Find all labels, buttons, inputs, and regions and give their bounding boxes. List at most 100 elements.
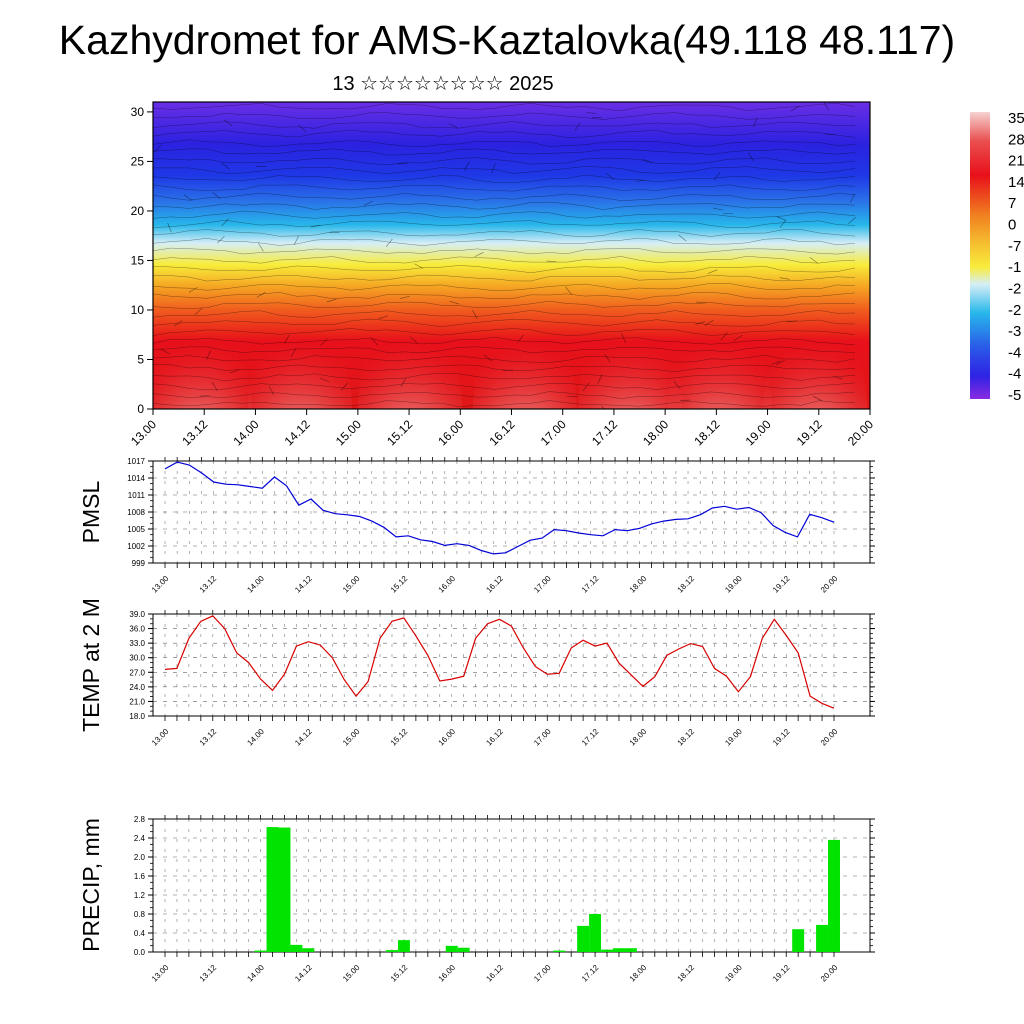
x-tick-label: 13.12 bbox=[198, 727, 219, 748]
y-tick-label: 0.0 bbox=[134, 948, 146, 957]
precip-bar bbox=[254, 950, 267, 952]
section-x-tick-label: 14.12 bbox=[282, 417, 313, 448]
wind-streak bbox=[153, 400, 856, 407]
precip-bar bbox=[386, 950, 398, 952]
wind-streak bbox=[153, 318, 856, 328]
x-tick-label: 18.00 bbox=[628, 963, 649, 984]
wind-barb bbox=[474, 252, 484, 258]
cross-section-panel: 0 5 10 15 20 25 30 13.00 13.12 14.00 14.12 15.00 15.… bbox=[128, 101, 876, 448]
wind-barb bbox=[153, 144, 162, 153]
wind-streak bbox=[153, 328, 856, 336]
colorbar-label: 28 bbox=[1008, 131, 1024, 148]
wind-barb bbox=[604, 354, 611, 363]
wind-barb bbox=[268, 386, 275, 395]
x-tick-label: 19.12 bbox=[771, 727, 792, 748]
precip-bar bbox=[612, 948, 625, 952]
wind-barb bbox=[790, 105, 800, 112]
wind-streak bbox=[153, 265, 856, 274]
x-tick-label: 14.12 bbox=[293, 574, 314, 595]
wind-barb bbox=[319, 377, 330, 382]
wind-streak bbox=[153, 139, 856, 147]
precip-bar bbox=[577, 925, 590, 952]
x-tick-label: 18.12 bbox=[676, 727, 697, 748]
section-x-tick-label: 20.00 bbox=[845, 417, 876, 448]
series-line bbox=[164, 461, 835, 555]
section-y-tick-label: 5 bbox=[137, 352, 144, 366]
y-tick-label: 0.8 bbox=[134, 910, 146, 919]
wind-barb bbox=[363, 200, 373, 206]
wind-streak bbox=[153, 336, 856, 346]
wind-streak bbox=[153, 166, 856, 174]
wind-barb bbox=[704, 319, 714, 326]
hotspot-layer bbox=[153, 314, 867, 409]
wind-streak bbox=[153, 129, 856, 138]
wind-barb bbox=[779, 277, 790, 280]
y-tick-label: 1.6 bbox=[134, 872, 146, 881]
wind-barb bbox=[340, 382, 348, 391]
x-tick-label: 16.00 bbox=[437, 963, 458, 984]
wind-barb bbox=[385, 238, 393, 247]
x-tick-label: 18.00 bbox=[628, 574, 649, 595]
y-tick-label: 33.0 bbox=[129, 639, 145, 648]
wind-barb bbox=[748, 152, 754, 162]
x-tick-label: 17.12 bbox=[580, 963, 601, 984]
section-x-tick-label: 17.12 bbox=[589, 417, 620, 448]
x-tick-label: 17.12 bbox=[580, 574, 601, 595]
y-tick-label: 1.2 bbox=[134, 891, 146, 900]
x-tick-label: 18.00 bbox=[628, 727, 649, 748]
chart-title: Kazhydromet for AMS-Kaztalovka(49.118 48… bbox=[58, 17, 956, 63]
x-tick-label: 15.12 bbox=[389, 727, 410, 748]
wind-barb bbox=[775, 360, 785, 366]
y-tick-label: 0.4 bbox=[134, 929, 146, 938]
colorbar: 35 28 21 14 7 0 -7 -1 -2 -2 -3 -4 -4 -5 bbox=[970, 110, 1024, 404]
wind-barb bbox=[621, 333, 626, 343]
wind-barb bbox=[642, 159, 653, 164]
wind-barb bbox=[173, 320, 183, 327]
y-tick-label: 21.0 bbox=[129, 697, 145, 706]
colorbar-label: 21 bbox=[1008, 153, 1024, 170]
wind-streak bbox=[153, 300, 856, 309]
wind-streak bbox=[153, 372, 856, 382]
wind-barb bbox=[206, 350, 212, 360]
section-x-tick-label: 18.12 bbox=[691, 417, 722, 448]
wind-streak bbox=[153, 382, 856, 391]
wind-barb bbox=[823, 102, 830, 111]
wind-barb bbox=[825, 133, 836, 136]
x-tick-label: 15.00 bbox=[341, 574, 362, 595]
wind-streak bbox=[153, 364, 856, 373]
precip-panel: 2.8 2.4 2.0 1.6 1.2 0.8 0.4 0.0 13.00 13.12 14.00 1… bbox=[78, 815, 875, 984]
colorbar-label: -2 bbox=[1008, 280, 1021, 297]
temp-panel: 39.0 36.0 33.0 30.0 27.0 24.0 21.0 18.0 13.00 13.… bbox=[78, 598, 875, 748]
colorbar-label: 35 bbox=[1008, 110, 1024, 127]
y-axis-label: PMSL bbox=[78, 480, 104, 543]
y-tick-label: 39.0 bbox=[129, 610, 145, 619]
wind-barb bbox=[809, 257, 819, 264]
y-tick-label: 1011 bbox=[128, 491, 146, 500]
wind-streak bbox=[153, 346, 856, 354]
precip-bar bbox=[266, 827, 279, 952]
x-tick-label: 16.12 bbox=[484, 727, 505, 748]
x-tick-label: 19.00 bbox=[723, 574, 744, 595]
wind-barb bbox=[448, 123, 458, 129]
wind-barb bbox=[400, 295, 410, 299]
wind-streak bbox=[153, 192, 856, 201]
colorbar-label: -7 bbox=[1008, 238, 1021, 255]
x-tick-label: 17.00 bbox=[532, 727, 553, 748]
wind-barb bbox=[707, 269, 718, 274]
wind-barb bbox=[378, 315, 389, 319]
wind-barb bbox=[290, 348, 297, 358]
wind-barb bbox=[832, 376, 843, 380]
wind-barb bbox=[546, 260, 557, 263]
x-tick-label: 13.00 bbox=[150, 727, 171, 748]
section-x-tick-label: 16.00 bbox=[435, 417, 466, 448]
wind-streak bbox=[153, 148, 856, 156]
wind-barb bbox=[472, 309, 478, 319]
wind-barb bbox=[673, 380, 681, 390]
wind-streak bbox=[153, 201, 856, 210]
section-x-tick-label: 18.00 bbox=[640, 417, 671, 448]
y-tick-label: 36.0 bbox=[129, 625, 145, 634]
x-tick-label: 15.12 bbox=[389, 963, 410, 984]
wind-barb bbox=[284, 334, 290, 344]
wind-barb bbox=[786, 320, 797, 323]
wind-barb bbox=[597, 374, 603, 384]
